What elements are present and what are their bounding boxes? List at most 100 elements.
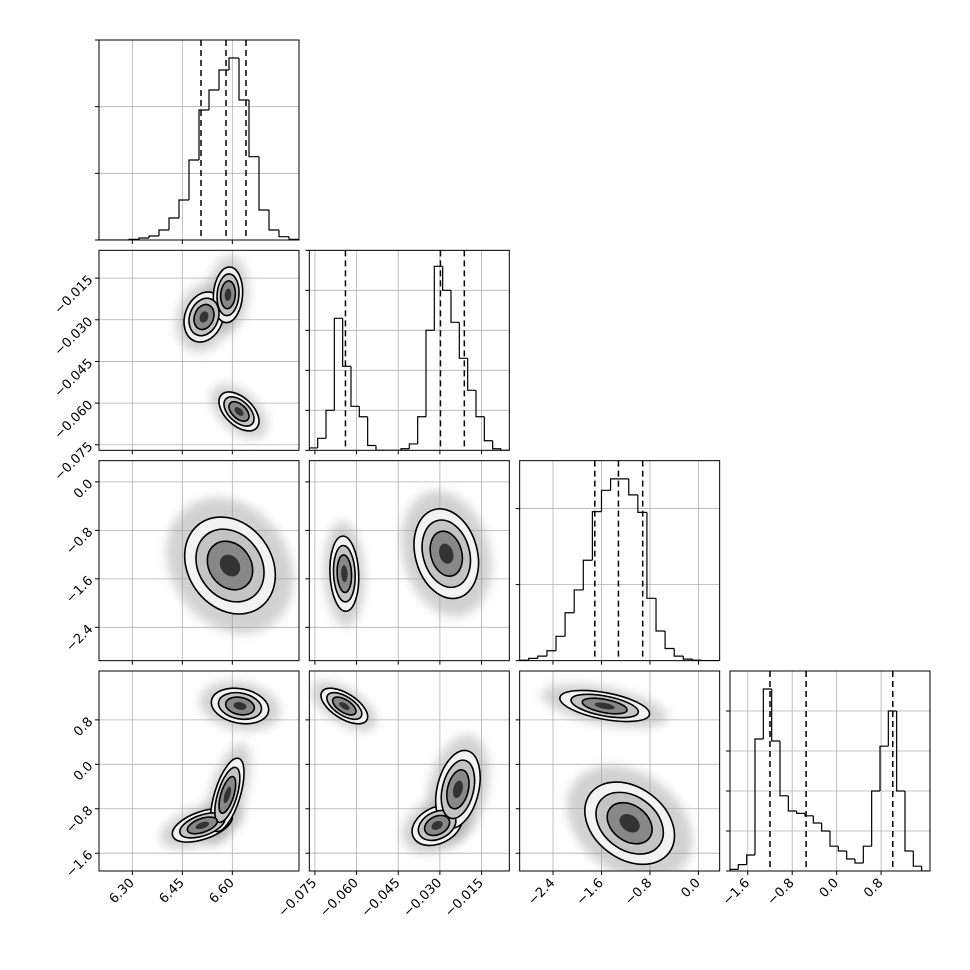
histogram-step xyxy=(350,366,360,407)
histogram-step xyxy=(342,318,351,367)
y-tick-label: 0.0 xyxy=(71,759,96,784)
histogram-step xyxy=(655,598,666,632)
histogram-step xyxy=(325,409,335,439)
histogram-step xyxy=(896,710,905,792)
histogram-step xyxy=(796,810,805,814)
histogram-step xyxy=(188,159,199,200)
histogram-step xyxy=(771,688,780,742)
y-tick-label: −0.060 xyxy=(52,398,97,443)
x-tick-label: 6.60 xyxy=(207,876,238,907)
x-tick-label: −0.8 xyxy=(765,876,798,909)
histogram-step xyxy=(887,710,897,747)
histogram-step xyxy=(646,512,657,599)
histogram-step xyxy=(628,478,638,496)
histogram-step xyxy=(148,235,159,238)
histogram-step xyxy=(268,210,279,231)
histogram-step xyxy=(837,846,847,852)
density-contour xyxy=(341,565,348,583)
histogram-step xyxy=(664,631,675,650)
histogram-step xyxy=(912,850,922,867)
x-tick-label: −2.4 xyxy=(525,876,558,909)
histogram-step xyxy=(555,635,566,651)
histogram-step xyxy=(871,790,880,847)
panel xyxy=(99,460,299,661)
panel-frame xyxy=(98,460,300,662)
panel xyxy=(519,670,720,871)
panel-frame xyxy=(98,39,300,241)
histogram-step xyxy=(921,866,930,871)
histogram-step xyxy=(317,437,326,448)
density-contour xyxy=(224,288,232,302)
panel xyxy=(309,460,510,661)
histogram-step xyxy=(367,416,376,447)
histogram-step xyxy=(138,237,149,240)
x-tick-label: 6.30 xyxy=(107,876,138,907)
density-contour xyxy=(339,701,350,710)
histogram-step xyxy=(537,655,547,659)
panel xyxy=(99,670,299,871)
panel-frame xyxy=(519,670,721,872)
panel xyxy=(729,670,930,871)
x-tick-label: 6.45 xyxy=(157,876,188,907)
histogram-step xyxy=(238,58,249,101)
panel-frame xyxy=(308,460,510,662)
density-contour xyxy=(619,813,640,833)
histogram-step xyxy=(375,445,385,451)
y-tick-label: −1.6 xyxy=(63,574,96,607)
y-tick-label: 0.8 xyxy=(71,715,96,740)
y-tick-label: −2.4 xyxy=(63,622,96,655)
histogram-step xyxy=(691,659,702,661)
y-tick-label: −1.6 xyxy=(63,848,96,881)
histogram-step xyxy=(400,448,410,451)
density-contour xyxy=(199,311,209,323)
histogram-step xyxy=(450,290,460,323)
histogram-step xyxy=(458,322,468,359)
histogram-step xyxy=(208,89,219,110)
histogram-step xyxy=(433,265,443,331)
histogram-step xyxy=(278,230,289,238)
y-tick-label: −0.075 xyxy=(52,439,97,484)
histogram-step xyxy=(754,738,764,855)
histogram-step xyxy=(609,478,620,491)
histogram-step xyxy=(846,850,855,860)
panel xyxy=(99,250,299,451)
x-tick-label: −0.8 xyxy=(622,876,655,909)
histogram-step xyxy=(804,813,814,817)
histogram-step xyxy=(582,559,593,590)
density-contour xyxy=(233,701,247,710)
histogram-step xyxy=(528,657,538,661)
histogram-step xyxy=(333,317,343,411)
histogram-step xyxy=(854,858,864,864)
histogram-step xyxy=(591,511,602,561)
histogram-step xyxy=(737,863,747,870)
density-contour xyxy=(452,780,463,799)
histogram-step xyxy=(573,589,584,613)
x-tick-label: −0.030 xyxy=(401,876,446,921)
panel-frame xyxy=(98,249,300,451)
density-contour xyxy=(431,820,443,830)
histogram-step xyxy=(637,494,647,513)
panel xyxy=(519,460,720,661)
histogram-step xyxy=(673,648,684,657)
histogram-step xyxy=(228,57,239,70)
density-contour xyxy=(195,821,210,830)
panel-frame xyxy=(98,670,300,872)
histogram-step xyxy=(564,612,575,637)
histogram-step xyxy=(492,440,501,450)
histogram-step xyxy=(904,790,914,852)
histogram-step xyxy=(483,416,493,442)
panel-frame xyxy=(308,670,510,872)
histogram-step xyxy=(779,740,789,797)
x-tick-label: −1.6 xyxy=(574,876,607,909)
histogram-step xyxy=(467,358,476,391)
x-tick-label: −0.045 xyxy=(359,876,404,921)
histogram-step xyxy=(198,109,209,160)
histogram-step xyxy=(475,390,485,418)
x-tick-label: −0.075 xyxy=(276,876,321,921)
histogram-step xyxy=(829,830,839,847)
histogram-step xyxy=(862,845,872,863)
histogram-step xyxy=(168,217,179,230)
histogram-step xyxy=(600,489,611,512)
histogram-step xyxy=(158,229,169,236)
x-tick-label: −0.060 xyxy=(317,876,362,921)
